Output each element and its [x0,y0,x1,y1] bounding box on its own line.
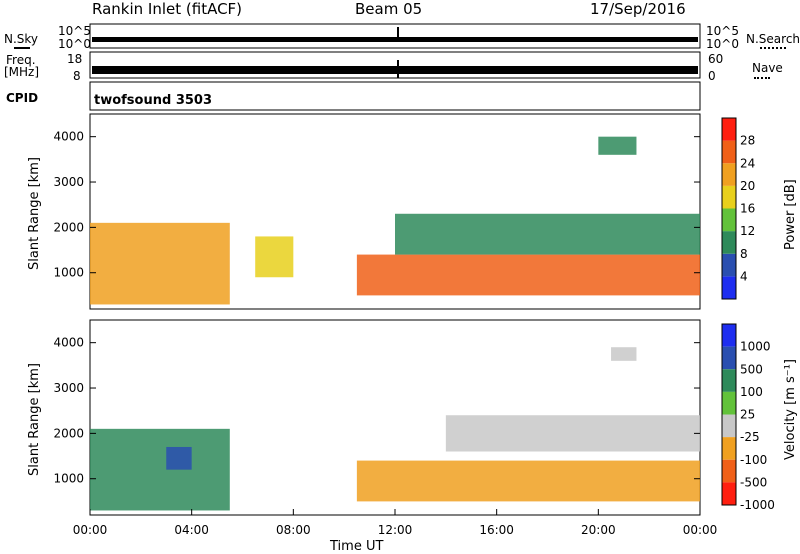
velocity-colorbar-tick-0: 1000 [740,340,771,354]
velocity-colorbar-tick-6: -500 [740,475,767,489]
x-axis-label: Time UT [329,539,383,554]
velocity-colorbar-swatch-2 [722,369,736,392]
nsky-strip-frame [89,23,701,49]
cpid-label: CPID [6,91,39,105]
power-colorbar-tick-3: 16 [740,202,755,216]
nave-label: Nave [752,61,783,75]
nave-tick-bottom: 0 [708,69,716,83]
velocity-colorbar-swatch-1 [722,346,736,370]
nsky-underline [14,47,30,49]
velocity-colorbar-title: Velocity [m s⁻¹] [783,359,798,460]
velocity-echo-region-2 [356,460,700,502]
beam-label: Beam 05 [355,0,423,18]
power-colorbar-frame [721,117,737,300]
date-label: 17/Sep/2016 [590,0,686,18]
velocity-echo-region-4 [611,347,637,361]
velocity-ytick-label-1000: 1000 [53,472,84,486]
freq-tick-bottom: 8 [73,69,81,83]
power-colorbar: 4 8 12 16 20 24 28 [721,117,755,300]
power-colorbar-swatch-1 [722,253,736,277]
velocity-colorbar: 1000 500 100 25 -25 -100 -500 -1000 [721,323,775,512]
velocity-echo-region-1 [166,446,192,470]
power-colorbar-title: Power [dB] [783,179,798,250]
x-axis: 00:00 04:00 08:00 12:00 16:00 20:00 00:00 [73,509,718,537]
nsky-tick-bottom: 10^0 [58,37,91,51]
velocity-ytick-label-3000: 3000 [53,381,84,395]
power-colorbar-tick-4: 20 [740,179,755,193]
power-echo-region-2 [356,254,700,296]
velocity-colorbar-tick-4: -25 [740,430,760,444]
velocity-ytick-label-2000: 2000 [53,426,84,440]
power-colorbar-tick-6: 28 [740,134,755,148]
nave-tick-top: 60 [708,52,724,66]
xtick-label-2: 08:00 [276,523,311,537]
freq-label-2: [MHz] [4,65,40,79]
freq-strip-frame [89,51,701,79]
velocity-colorbar-swatch-0 [722,324,736,347]
power-echo-region-0 [90,222,230,305]
nsearch-tick-bottom: 10^0 [706,37,739,51]
power-colorbar-swatch-3 [722,208,736,232]
velocity-ytick-label-4000: 4000 [53,336,84,350]
velocity-colorbar-swatch-5 [722,437,736,460]
velocity-echo-region-0 [90,428,230,511]
power-ytick-label-4000: 4000 [53,130,84,144]
xtick-label-6: 00:00 [683,523,718,537]
power-y-label: Slant Range [km] [27,157,42,270]
velocity-colorbar-tick-3: 25 [740,408,755,422]
velocity-echo-marks [90,347,700,511]
xtick-label-4: 16:00 [479,523,514,537]
freq-tick-top: 18 [67,52,83,66]
xtick-label-5: 20:00 [581,523,616,537]
station-title: Rankin Inlet (fitACF) [92,0,243,18]
xtick-label-0: 00:00 [73,523,108,537]
power-y-axis: 1000 2000 3000 4000 [53,130,700,280]
power-echo-region-1 [255,236,294,278]
velocity-colorbar-swatch-6 [722,459,736,483]
velocity-panel: 1000 2000 3000 4000 [53,319,701,516]
cpid-strip-frame [89,81,701,111]
xtick-label-3: 12:00 [378,523,413,537]
cpid-value: twofsound 3503 [94,93,212,108]
power-colorbar-tick-0: 4 [740,269,748,283]
power-colorbar-tick-1: 8 [740,247,748,261]
velocity-colorbar-frame [721,323,737,506]
nave-dots [754,77,770,79]
power-colorbar-swatch-7 [722,118,736,141]
velocity-colorbar-tick-7: -1000 [740,498,775,512]
velocity-colorbar-swatch-7 [722,482,736,505]
velocity-colorbar-tick-5: -100 [740,453,767,467]
power-colorbar-swatch-0 [722,276,736,299]
power-colorbar-tick-2: 12 [740,224,755,238]
power-echo-region-3 [395,213,700,255]
nsearch-tick-top: 10^5 [706,24,739,38]
nsearch-label: N.Search [746,32,800,46]
nsky-trace [92,37,698,42]
freq-label-1: Freq. [6,53,36,67]
nsky-label: N.Sky [4,32,39,46]
freq-trace [92,66,698,74]
power-colorbar-swatch-6 [722,140,736,164]
power-colorbar-tick-5: 24 [740,156,755,170]
velocity-colorbar-tick-1: 500 [740,362,763,376]
power-echo-region-4 [598,136,637,155]
velocity-colorbar-tick-2: 100 [740,385,763,399]
power-ytick-label-1000: 1000 [53,266,84,280]
nsearch-dots [760,47,786,49]
power-colorbar-swatch-2 [722,231,736,254]
velocity-colorbar-swatch-4 [722,414,736,438]
power-colorbar-swatch-4 [722,185,736,209]
power-echo-marks [90,136,700,305]
power-panel: 1000 2000 3000 4000 [53,113,701,310]
velocity-y-axis: 1000 2000 3000 4000 [53,336,700,486]
velocity-echo-region-3 [445,415,700,452]
velocity-colorbar-swatch-3 [722,391,736,415]
velocity-y-label: Slant Range [km] [27,363,42,476]
power-ytick-label-3000: 3000 [53,175,84,189]
power-colorbar-swatch-5 [722,163,736,186]
power-ytick-label-2000: 2000 [53,220,84,234]
xtick-label-1: 04:00 [174,523,209,537]
nsky-tick-top: 10^5 [58,24,91,38]
